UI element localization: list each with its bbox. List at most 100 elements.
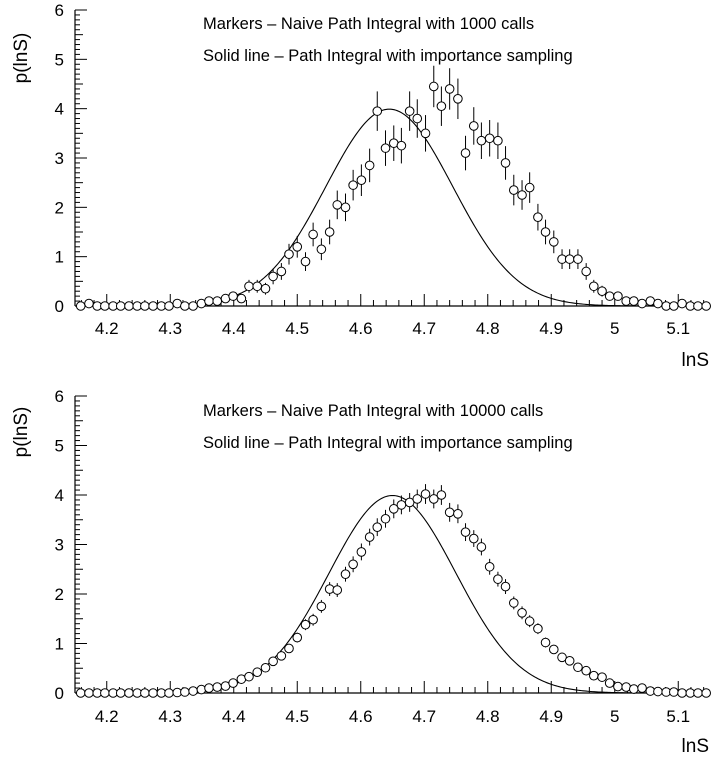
data-point bbox=[268, 271, 278, 282]
data-point bbox=[140, 301, 150, 311]
x-tick-label: 4.2 bbox=[95, 707, 119, 726]
data-point bbox=[476, 542, 487, 552]
data-point bbox=[629, 684, 639, 694]
panel-bottom: p(lnS) lnS Markers – Naive Path Integral… bbox=[11, 387, 711, 757]
data-point bbox=[493, 574, 503, 584]
y-tick-label: 2 bbox=[55, 585, 64, 604]
x-tick-label: 4.7 bbox=[412, 707, 436, 726]
data-point bbox=[460, 148, 471, 158]
data-point bbox=[420, 489, 431, 499]
data-point bbox=[75, 688, 86, 698]
data-point bbox=[75, 301, 86, 311]
data-point bbox=[292, 242, 303, 252]
data-point bbox=[581, 266, 591, 277]
x-tick-label: 4.8 bbox=[476, 319, 500, 338]
data-point bbox=[188, 301, 198, 311]
y-tick-label: 5 bbox=[55, 437, 64, 456]
data-point bbox=[468, 533, 479, 544]
curve-line bbox=[75, 494, 710, 694]
data-point bbox=[564, 254, 575, 264]
data-point bbox=[484, 561, 495, 572]
data-point bbox=[588, 281, 599, 292]
y-tick-label: 3 bbox=[55, 149, 64, 168]
data-point bbox=[524, 182, 535, 193]
x-tick-label: 4.4 bbox=[222, 707, 246, 726]
x-tick-label: 4.5 bbox=[285, 707, 309, 726]
data-point bbox=[693, 301, 703, 311]
data-point bbox=[115, 301, 126, 311]
data-point bbox=[533, 623, 543, 634]
data-point bbox=[100, 301, 110, 311]
data-point bbox=[677, 298, 687, 309]
data-point bbox=[332, 585, 343, 595]
data-point bbox=[164, 301, 174, 311]
x-tick-label: 4.9 bbox=[539, 707, 563, 726]
data-point bbox=[124, 301, 134, 311]
data-point bbox=[284, 249, 294, 259]
data-point bbox=[84, 298, 94, 309]
data-point bbox=[212, 682, 223, 692]
data-point bbox=[204, 683, 214, 693]
data-point bbox=[252, 281, 263, 292]
data-point bbox=[124, 688, 134, 698]
data-point bbox=[372, 106, 383, 116]
y-tick-label: 4 bbox=[55, 486, 64, 505]
x-tick-label: 4.9 bbox=[539, 319, 563, 338]
y-tick-label: 4 bbox=[55, 100, 64, 119]
x-tick-label: 5.1 bbox=[666, 707, 690, 726]
y-tick-label: 0 bbox=[55, 297, 64, 316]
data-point bbox=[613, 291, 623, 301]
annotation-markers: Markers – Naive Path Integral with 10000… bbox=[203, 402, 543, 420]
data-point bbox=[669, 301, 679, 311]
data-point bbox=[84, 688, 94, 698]
data-point bbox=[316, 601, 327, 612]
data-point bbox=[284, 643, 294, 654]
data-point bbox=[204, 296, 214, 306]
data-point bbox=[412, 113, 423, 124]
data-point bbox=[604, 678, 615, 688]
x-tick-label: 4.6 bbox=[349, 319, 373, 338]
data-point bbox=[340, 202, 351, 213]
data-point bbox=[324, 227, 335, 237]
data-point bbox=[524, 616, 535, 627]
data-point bbox=[115, 688, 126, 698]
x-axis-title: lnS bbox=[682, 736, 709, 757]
data-point bbox=[637, 298, 647, 309]
data-point bbox=[140, 688, 150, 698]
data-point bbox=[276, 651, 287, 661]
data-point bbox=[268, 656, 278, 667]
panel-top: p(lnS) lnS Markers – Naive Path Integral… bbox=[11, 1, 711, 371]
data-point bbox=[637, 683, 647, 693]
data-point bbox=[500, 581, 511, 592]
data-point bbox=[444, 84, 455, 94]
data-point bbox=[436, 490, 447, 500]
data-point bbox=[540, 637, 551, 648]
x-tick-label: 4.8 bbox=[476, 707, 500, 726]
data-point bbox=[517, 608, 527, 618]
data-point bbox=[340, 569, 351, 580]
x-tick-label: 5 bbox=[610, 319, 619, 338]
data-point bbox=[148, 688, 158, 698]
x-tick-label: 4.7 bbox=[412, 319, 436, 338]
data-point bbox=[332, 200, 343, 210]
y-tick-label: 0 bbox=[55, 684, 64, 703]
y-tick-label: 1 bbox=[55, 248, 64, 267]
data-point bbox=[356, 175, 367, 185]
data-point bbox=[380, 513, 391, 524]
data-point bbox=[669, 687, 679, 697]
data-point bbox=[252, 667, 263, 678]
x-tick-label: 4.2 bbox=[95, 319, 119, 338]
data-point bbox=[573, 662, 583, 673]
data-point bbox=[597, 672, 607, 682]
data-point bbox=[356, 547, 367, 557]
data-point bbox=[693, 688, 703, 698]
data-point bbox=[701, 688, 711, 698]
data-point bbox=[453, 94, 463, 104]
data-point bbox=[316, 244, 327, 255]
data-point bbox=[597, 286, 607, 297]
y-tick-label: 6 bbox=[55, 387, 64, 406]
data-point bbox=[508, 598, 519, 608]
data-point bbox=[653, 686, 663, 697]
x-tick-label: 4.5 bbox=[285, 319, 309, 338]
data-point bbox=[364, 160, 375, 171]
